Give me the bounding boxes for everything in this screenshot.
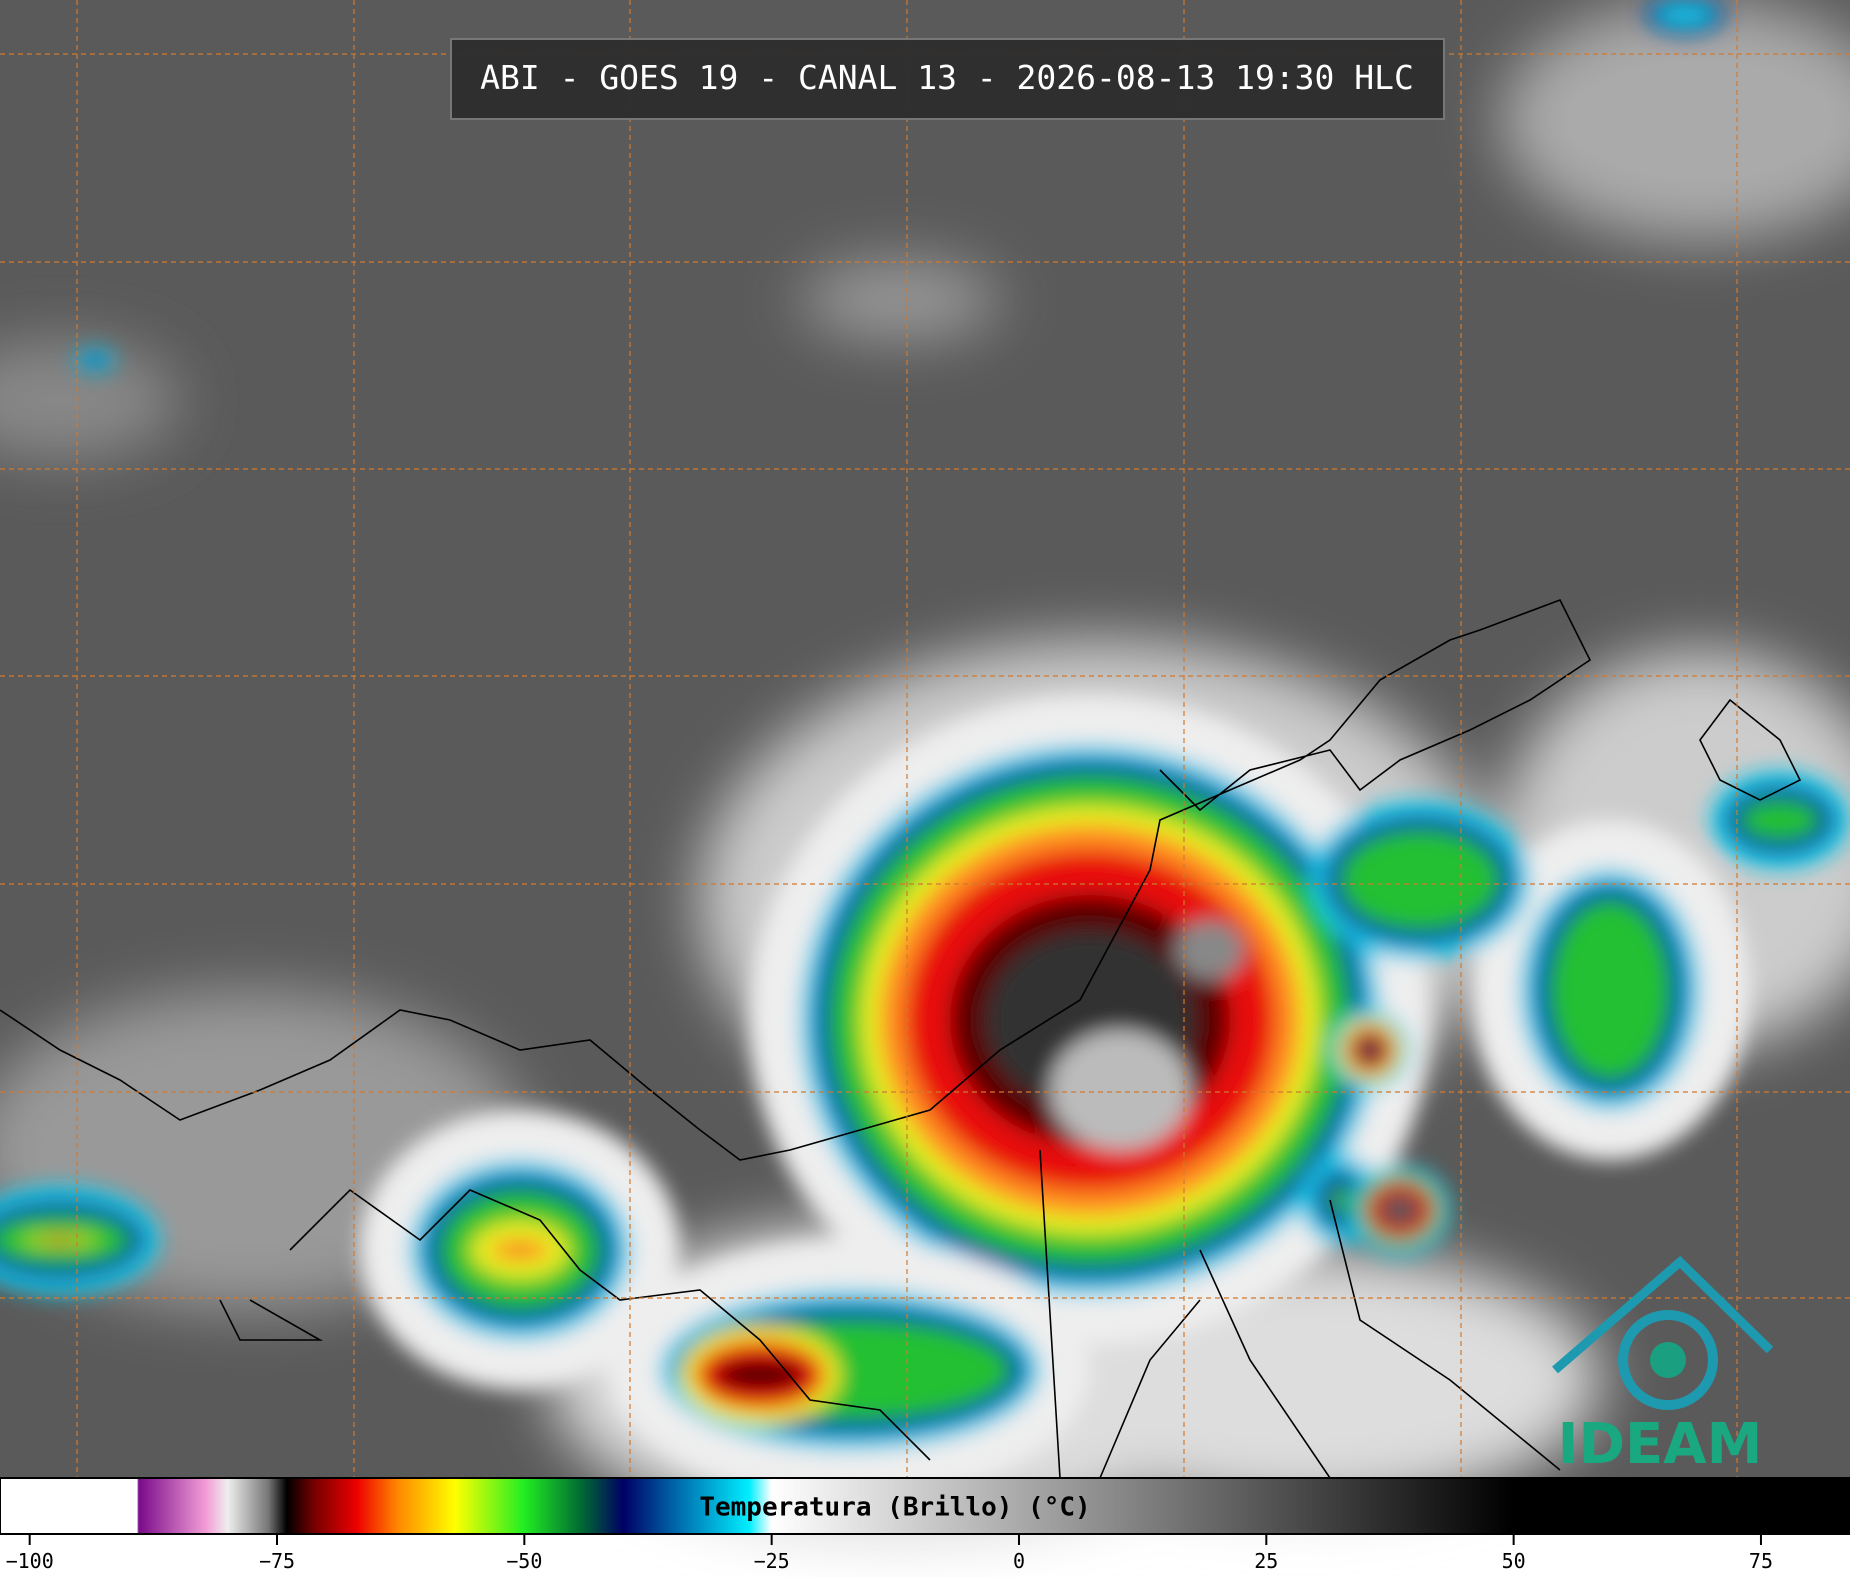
- colorbar-tick-label: 75: [1749, 1549, 1773, 1573]
- convective-cells: [0, 0, 1850, 1500]
- colorbar-tick-label: −25: [754, 1549, 790, 1573]
- cloud-layer: [715, 1360, 805, 1390]
- cloud-layer: [1340, 830, 1500, 930]
- title: ABI - GOES 19 - CANAL 13 - 2026-08-13 19…: [480, 58, 1414, 97]
- cloud-core: [1050, 1030, 1190, 1150]
- title-box: [450, 38, 1445, 120]
- cloud-layer: [40, 1236, 80, 1244]
- colorbar-tick-label: −100: [6, 1549, 54, 1573]
- logo-text: IDEAM: [1558, 1412, 1763, 1477]
- colorbar-tick-label: 25: [1254, 1549, 1278, 1573]
- cloud-layer: [1655, 5, 1715, 25]
- colorbar-label: Temperatura (Brillo) (°C): [699, 1493, 1090, 1523]
- cloud-layer: [1336, 1196, 1344, 1204]
- coastlines: [0, 598, 1802, 1479]
- colorbar-tick-label: −50: [506, 1549, 542, 1573]
- cloud-layer: [1550, 900, 1670, 1080]
- cloud-layer: [1355, 1035, 1385, 1065]
- cloud-layer: [515, 1246, 525, 1254]
- colorbar-tick-label: 0: [1013, 1549, 1025, 1573]
- graticule: [0, 0, 1850, 1478]
- cloud-layer: [1740, 800, 1820, 840]
- cloud-layer: [1378, 1193, 1422, 1227]
- cloud-core: [1175, 920, 1245, 980]
- colorbar-tick-label: −75: [259, 1549, 295, 1573]
- colorbar: [0, 1477, 1850, 1535]
- colorbar-tick-label: 50: [1502, 1549, 1526, 1573]
- ideam-logo: IDEAM: [1552, 1255, 1774, 1477]
- cloud-layer: [81, 354, 109, 366]
